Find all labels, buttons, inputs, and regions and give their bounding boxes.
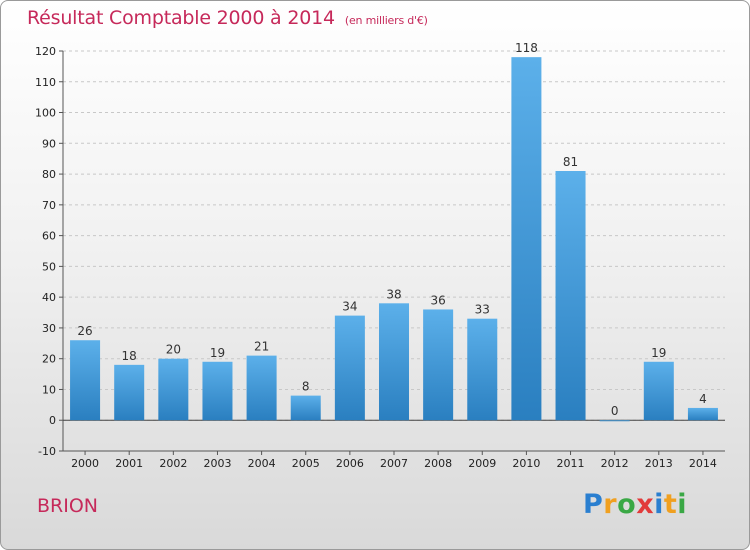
data-label: 26 xyxy=(77,324,92,338)
data-label: 34 xyxy=(342,300,357,314)
chart-unit: (en milliers d'€) xyxy=(344,14,428,27)
data-label: 20 xyxy=(166,343,181,357)
x-tick-label: 2002 xyxy=(159,457,187,470)
x-tick-label: 2005 xyxy=(292,457,320,470)
y-tick-label: 30 xyxy=(42,322,56,335)
logo-letter: o xyxy=(617,489,637,520)
bar xyxy=(334,315,365,421)
bars xyxy=(70,57,718,422)
bar xyxy=(555,171,586,421)
chart-title: Résultat Comptable 2000 à 2014 (en millie… xyxy=(27,7,428,29)
data-label: 19 xyxy=(651,346,666,360)
y-tick-label: 100 xyxy=(35,107,56,120)
logo-letter: P xyxy=(583,489,604,520)
y-tick-label: 120 xyxy=(35,45,56,58)
y-tick-label: 40 xyxy=(42,291,56,304)
logo-letter: t xyxy=(663,489,678,520)
bar xyxy=(70,340,101,421)
x-axis-ticks: 2000 2001 2002 2003 2004 2005 2006 2007 2008 2009… xyxy=(71,451,717,470)
y-tick-label: 90 xyxy=(42,137,56,150)
data-label: 33 xyxy=(475,303,490,317)
data-label: 8 xyxy=(302,380,310,394)
data-label: 0 xyxy=(611,404,619,418)
bar xyxy=(643,361,674,421)
x-tick-label: 2010 xyxy=(512,457,540,470)
y-tick-label: 60 xyxy=(42,230,56,243)
logo-letter: r xyxy=(603,489,618,520)
logo-letter: i xyxy=(654,489,664,520)
x-tick-label: 2007 xyxy=(380,457,408,470)
data-labels: 26 18 20 19 21 8 34 38 36 33 118 81 0 19 4 xyxy=(77,41,706,418)
data-label: 36 xyxy=(430,293,445,307)
y-tick-label: 0 xyxy=(49,414,56,427)
x-tick-label: 2001 xyxy=(115,457,143,470)
x-tick-label: 2012 xyxy=(601,457,629,470)
data-label: 19 xyxy=(210,346,225,360)
y-tick-label: -10 xyxy=(38,445,56,458)
x-tick-label: 2006 xyxy=(336,457,364,470)
proxiti-logo: Proxiti xyxy=(583,489,687,520)
bar xyxy=(378,303,410,421)
commune-name: BRION xyxy=(37,495,99,517)
bar xyxy=(599,420,630,422)
data-label: 81 xyxy=(563,155,578,169)
bar xyxy=(246,355,277,421)
bar xyxy=(158,358,189,421)
bar xyxy=(202,361,233,421)
x-tick-label: 2004 xyxy=(248,457,276,470)
data-label: 18 xyxy=(122,349,137,363)
bar xyxy=(467,318,498,421)
y-tick-label: 20 xyxy=(42,353,56,366)
x-tick-label: 2009 xyxy=(468,457,496,470)
y-tick-label: 50 xyxy=(42,260,56,273)
x-tick-label: 2000 xyxy=(71,457,99,470)
data-label: 21 xyxy=(254,340,269,354)
data-label: 38 xyxy=(386,287,401,301)
bar xyxy=(114,364,145,421)
x-tick-label: 2013 xyxy=(645,457,673,470)
y-axis-ticks: -10 0 10 20 30 40 50 60 70 80 90 100 110 120 xyxy=(35,45,63,458)
x-tick-label: 2014 xyxy=(689,457,717,470)
y-tick-label: 80 xyxy=(42,168,56,181)
bar xyxy=(687,407,718,421)
logo-letter: x xyxy=(636,489,655,520)
x-tick-label: 2011 xyxy=(557,457,585,470)
bar xyxy=(290,395,321,421)
bar xyxy=(423,309,454,421)
x-tick-label: 2008 xyxy=(424,457,452,470)
bar xyxy=(511,57,542,421)
data-label: 118 xyxy=(515,41,538,55)
y-tick-label: 70 xyxy=(42,199,56,212)
y-tick-label: 110 xyxy=(35,76,56,89)
chart-title-text: Résultat Comptable 2000 à 2014 xyxy=(27,7,335,29)
logo-letter: i xyxy=(677,489,688,520)
y-tick-label: 10 xyxy=(42,383,56,396)
data-label: 4 xyxy=(699,392,707,406)
x-tick-label: 2003 xyxy=(203,457,231,470)
